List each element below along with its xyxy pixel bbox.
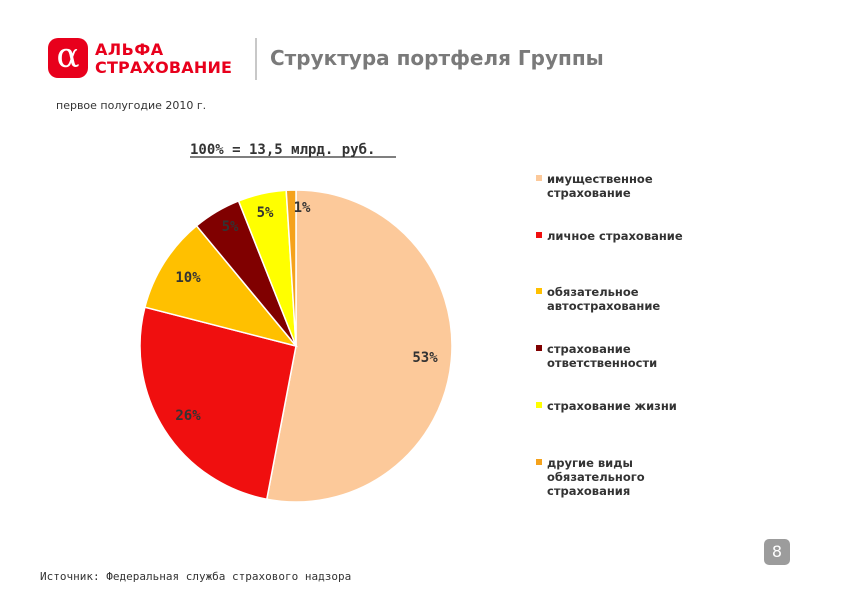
logo-text-line2: СТРАХОВАНИЕ (95, 58, 233, 77)
legend-label: личное страхование (547, 229, 683, 243)
legend-label: другие виды обязательного страхования (547, 456, 645, 498)
slice-value-label: 26% (175, 408, 201, 424)
slice-value-label: 10% (175, 270, 201, 286)
period-subtitle: первое полугодие 2010 г. (56, 99, 207, 112)
pie-slice (139, 306, 297, 501)
slice-value-label: 53% (412, 350, 438, 366)
legend-label: имущественное страхование (547, 172, 653, 200)
slice-value-label: 5% (257, 205, 274, 221)
legend-swatch (536, 345, 542, 351)
chart-title: 100% = 13,5 млрд. руб. (190, 142, 375, 158)
legend-label: страхование жизни (547, 399, 677, 413)
slice-value-label: 1% (294, 200, 311, 216)
slice-value-label: 5% (222, 219, 239, 235)
alpha-logo-icon: α (48, 38, 88, 78)
page-title: Структура портфеля Группы (270, 46, 604, 70)
page-number-badge: 8 (764, 539, 790, 565)
legend-swatch (536, 175, 542, 181)
logo-text-line1: АЛЬФА (95, 40, 164, 59)
header-divider (255, 38, 257, 80)
source-note: Источник: Федеральная служба страхового … (40, 570, 352, 583)
company-logo: α АЛЬФА СТРАХОВАНИЕ (48, 38, 238, 80)
legend-label: страхование ответственности (547, 342, 657, 370)
pie-slice (143, 224, 299, 348)
legend-swatch (536, 459, 542, 465)
legend-swatch (536, 288, 542, 294)
pie-slice (285, 189, 297, 347)
legend-swatch (536, 402, 542, 408)
pie-slice (265, 189, 453, 503)
legend-swatch (536, 232, 542, 238)
legend-label: обязательное автострахование (547, 285, 660, 313)
